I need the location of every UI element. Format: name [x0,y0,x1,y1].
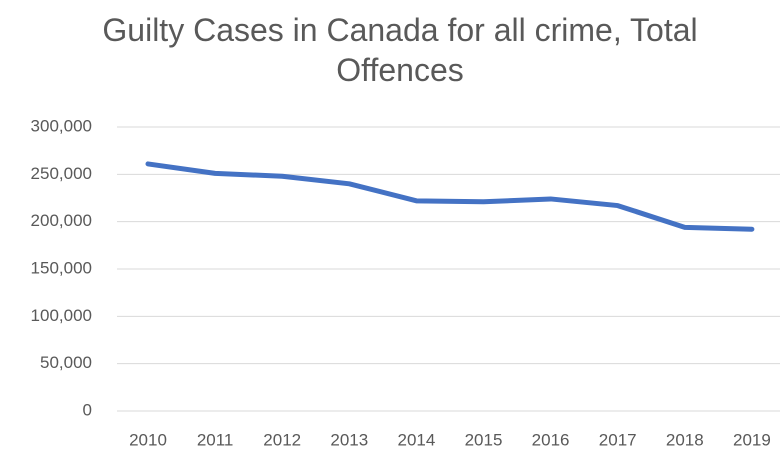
y-tick-label: 100,000 [31,306,92,325]
x-tick-label: 2012 [263,430,301,449]
y-tick-label: 50,000 [40,353,92,372]
chart-title: Guilty Cases in Canada for all crime, To… [102,12,698,88]
x-tick-label: 2017 [599,430,637,449]
y-tick-label: 250,000 [31,164,92,183]
x-tick-label: 2011 [197,430,234,449]
x-tick-label: 2010 [129,430,167,449]
y-tick-label: 0 [83,400,92,419]
data-line [145,161,755,232]
y-tick-label: 150,000 [31,258,92,277]
x-tick-label: 2019 [733,430,771,449]
y-tick-label: 300,000 [31,116,92,135]
x-tick-label: 2014 [397,430,435,449]
x-tick-label: 2015 [465,430,503,449]
x-tick-label: 2016 [532,430,570,449]
x-tick-label: 2013 [330,430,368,449]
y-tick-label: 200,000 [31,211,92,230]
x-tick-label: 2018 [666,430,704,449]
